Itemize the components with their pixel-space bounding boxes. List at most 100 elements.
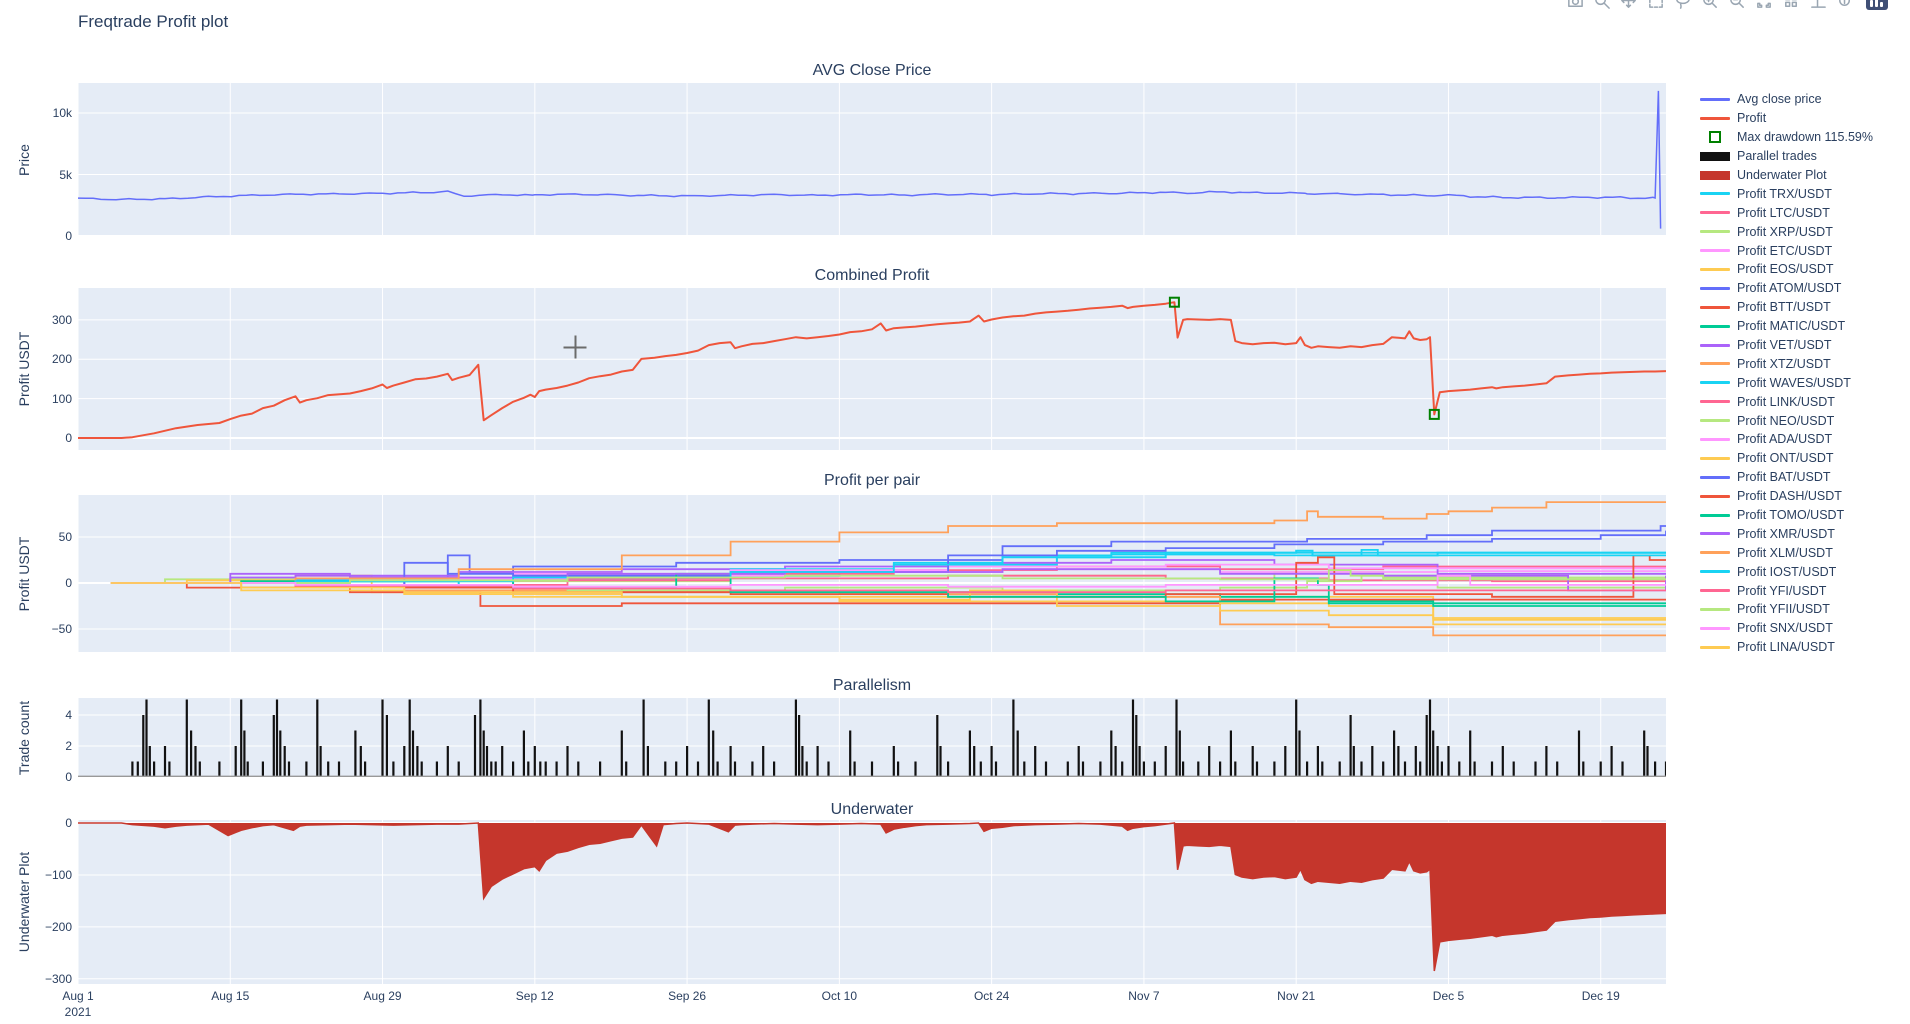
legend-line-icon: [1700, 400, 1730, 404]
subplot-title: Parallelism: [832, 677, 912, 694]
lasso-icon[interactable]: [1674, 0, 1692, 10]
plot-area-profit-per-pair[interactable]: [78, 495, 1666, 652]
reset-axes-icon[interactable]: [1782, 0, 1800, 10]
legend-line-icon: [1700, 230, 1730, 234]
legend-item[interactable]: Profit YFII/USDT: [1700, 600, 1873, 619]
legend: Avg close price Profit Max drawdown 115.59…: [1700, 90, 1873, 657]
hover-closest-icon[interactable]: [1836, 0, 1854, 10]
legend-item[interactable]: Profit EOS/USDT: [1700, 260, 1873, 279]
legend-item[interactable]: Profit ETC/USDT: [1700, 241, 1873, 260]
legend-line-icon: [1700, 570, 1730, 574]
plot-area-combined-profit[interactable]: [78, 288, 1666, 450]
x-tick-label: Oct 24: [973, 989, 1010, 1003]
x-tick-label: Sep 26: [668, 989, 707, 1003]
legend-item[interactable]: Profit SNX/USDT: [1700, 619, 1873, 638]
legend-label: Profit SNX/USDT: [1737, 621, 1833, 636]
legend-item[interactable]: Profit YFI/USDT: [1700, 581, 1873, 600]
legend-label: Profit XRP/USDT: [1737, 224, 1833, 239]
legend-item[interactable]: Profit BTT/USDT: [1700, 298, 1873, 317]
legend-item[interactable]: Profit LINA/USDT: [1700, 638, 1873, 657]
legend-label: Profit EOS/USDT: [1737, 262, 1834, 277]
legend-label: Profit YFII/USDT: [1737, 602, 1830, 617]
legend-label: Profit ADA/USDT: [1737, 432, 1833, 447]
legend-line-icon: [1700, 381, 1730, 385]
legend-item[interactable]: Max drawdown 115.59%: [1700, 128, 1873, 147]
x-tick-label: Oct 10: [821, 989, 858, 1003]
subplot-title: Underwater: [830, 801, 914, 818]
legend-label: Profit LTC/USDT: [1737, 205, 1830, 220]
legend-line-icon: [1700, 607, 1730, 611]
legend-line-icon: [1700, 286, 1730, 290]
legend-item[interactable]: Underwater Plot: [1700, 166, 1873, 185]
legend-line-icon: [1700, 494, 1730, 498]
x-tick-label: Aug 29: [363, 989, 402, 1003]
pan-icon[interactable]: [1620, 0, 1638, 10]
legend-line-icon: [1700, 192, 1730, 196]
legend-item[interactable]: Profit MATIC/USDT: [1700, 317, 1873, 336]
legend-item[interactable]: Profit XRP/USDT: [1700, 222, 1873, 241]
legend-label: Profit XLM/USDT: [1737, 545, 1833, 560]
plot-area-underwater[interactable]: [78, 820, 1666, 984]
legend-item[interactable]: Profit XTZ/USDT: [1700, 354, 1873, 373]
legend-label: Max drawdown 115.59%: [1737, 130, 1873, 145]
x-tick-label: Nov 7: [1128, 989, 1160, 1003]
y-axis-title: Price: [16, 143, 32, 176]
legend-item[interactable]: Profit LINK/USDT: [1700, 392, 1873, 411]
legend-line-icon: [1700, 362, 1730, 366]
autoscale-icon[interactable]: [1755, 0, 1773, 10]
y-tick-label: 100: [51, 391, 72, 406]
legend-label: Profit TRX/USDT: [1737, 186, 1832, 201]
zoom-out-icon[interactable]: [1728, 0, 1746, 10]
legend-item[interactable]: Avg close price: [1700, 90, 1873, 109]
legend-item[interactable]: Profit TRX/USDT: [1700, 184, 1873, 203]
legend-item[interactable]: Profit: [1700, 109, 1873, 128]
subplot-title: Profit per pair: [823, 472, 921, 489]
toggle-spikelines-icon[interactable]: [1809, 0, 1827, 10]
legend-line-icon: [1700, 437, 1730, 441]
zoom-icon[interactable]: [1593, 0, 1611, 10]
legend-label: Profit ETC/USDT: [1737, 243, 1833, 258]
legend-item[interactable]: Parallel trades: [1700, 147, 1873, 166]
legend-line-icon: [1700, 456, 1730, 460]
plot-area-avg-close-price[interactable]: [78, 83, 1666, 236]
legend-item[interactable]: Profit TOMO/USDT: [1700, 506, 1873, 525]
legend-line-icon: [1700, 532, 1730, 536]
legend-item[interactable]: Profit LTC/USDT: [1700, 203, 1873, 222]
legend-label: Profit MATIC/USDT: [1737, 319, 1846, 334]
legend-line-icon: [1700, 211, 1730, 215]
x-tick-label: Dec 5: [1432, 989, 1465, 1003]
subplot-title: Combined Profit: [814, 267, 930, 284]
legend-line-icon: [1700, 249, 1730, 253]
legend-label: Underwater Plot: [1737, 168, 1827, 182]
legend-item[interactable]: Profit XLM/USDT: [1700, 543, 1873, 562]
legend-line-icon: [1700, 551, 1730, 555]
legend-label: Profit ONT/USDT: [1737, 451, 1834, 466]
legend-item[interactable]: Profit ADA/USDT: [1700, 430, 1873, 449]
x-tick-label: Dec 19: [1581, 989, 1620, 1003]
plotly-logo[interactable]: [1866, 0, 1888, 10]
box-select-icon[interactable]: [1647, 0, 1665, 10]
legend-item[interactable]: Profit DASH/USDT: [1700, 487, 1873, 506]
legend-label: Profit NEO/USDT: [1737, 413, 1835, 428]
legend-label: Profit DASH/USDT: [1737, 489, 1842, 504]
legend-item[interactable]: Profit WAVES/USDT: [1700, 373, 1873, 392]
legend-item[interactable]: Profit BAT/USDT: [1700, 468, 1873, 487]
legend-line-icon: [1700, 116, 1730, 120]
legend-label: Profit LINA/USDT: [1737, 640, 1835, 655]
zoom-in-icon[interactable]: [1701, 0, 1719, 10]
legend-item[interactable]: Profit XMR/USDT: [1700, 524, 1873, 543]
legend-line-icon: [1700, 419, 1730, 423]
legend-item[interactable]: Profit IOST/USDT: [1700, 562, 1873, 581]
legend-item[interactable]: Profit ATOM/USDT: [1700, 279, 1873, 298]
legend-line-icon: [1700, 324, 1730, 328]
legend-label: Profit ATOM/USDT: [1737, 281, 1842, 296]
legend-item[interactable]: Profit NEO/USDT: [1700, 411, 1873, 430]
x-tick-label: Aug 1 2021: [62, 989, 94, 1019]
y-tick-label: 200: [51, 352, 72, 367]
camera-icon[interactable]: [1566, 0, 1584, 10]
legend-label: Profit XTZ/USDT: [1737, 356, 1831, 371]
legend-item[interactable]: Profit ONT/USDT: [1700, 449, 1873, 468]
legend-item[interactable]: Profit VET/USDT: [1700, 336, 1873, 355]
plot-area-parallelism[interactable]: [78, 698, 1666, 777]
